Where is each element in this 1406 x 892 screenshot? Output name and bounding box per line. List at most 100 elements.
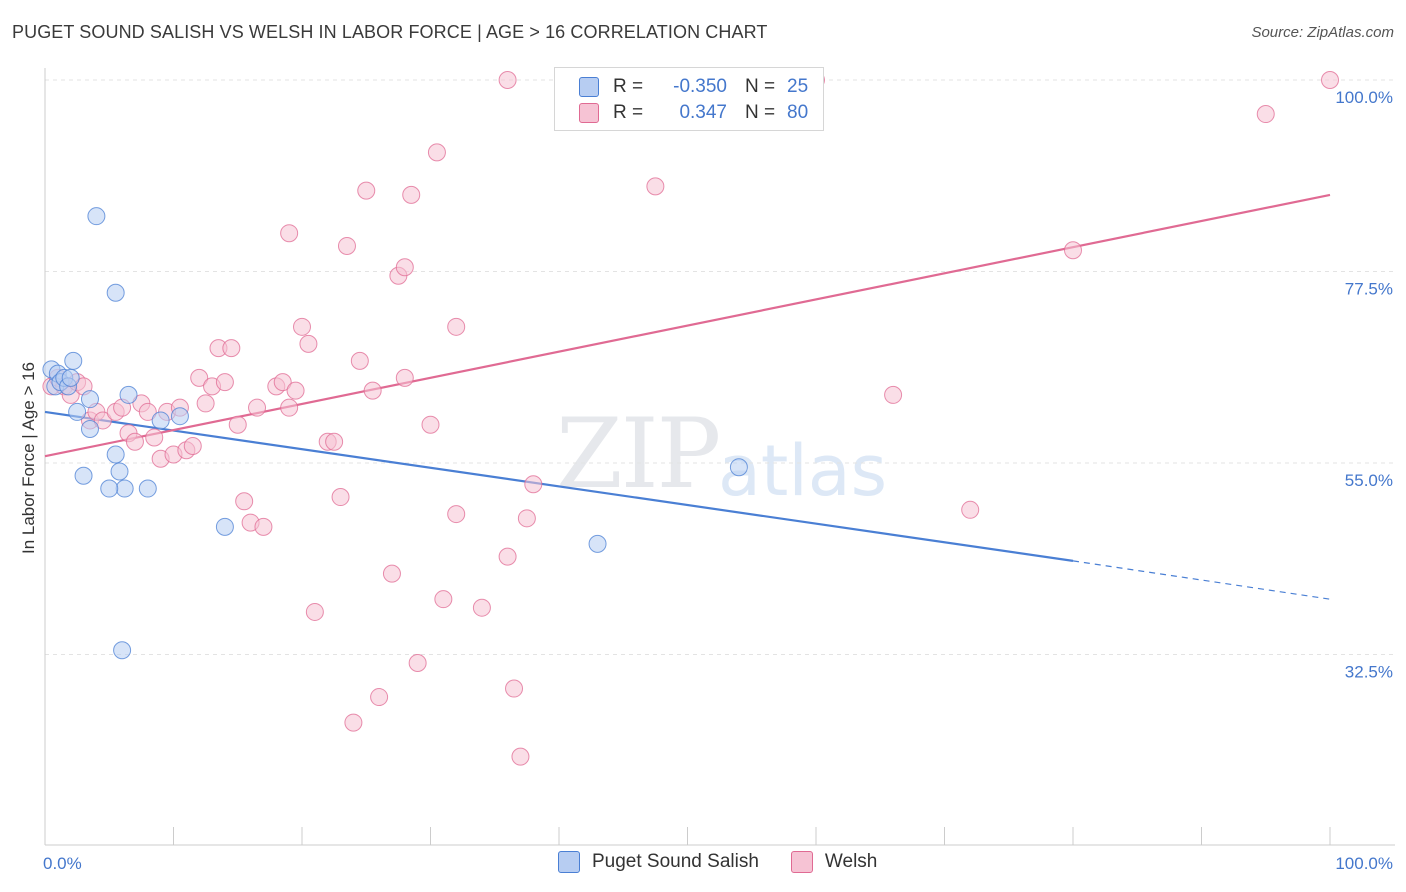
point-salish xyxy=(80,390,99,409)
point-welsh xyxy=(1064,241,1082,260)
point-welsh xyxy=(505,679,524,698)
tick-labels: 32.5% 55.0% 77.5% 100.0% 0.0% 100.0% xyxy=(43,88,1393,873)
point-welsh xyxy=(325,432,344,451)
point-salish xyxy=(138,479,157,498)
point-salish xyxy=(61,368,80,387)
point-welsh xyxy=(447,505,466,524)
point-salish xyxy=(588,534,607,553)
point-welsh xyxy=(646,177,665,196)
point-welsh xyxy=(498,547,517,566)
point-welsh xyxy=(350,351,369,370)
point-welsh xyxy=(511,747,530,766)
legend-n-label: N = xyxy=(745,102,776,123)
point-welsh xyxy=(524,475,543,494)
point-salish xyxy=(106,445,125,464)
point-welsh xyxy=(228,415,247,434)
y-axis-title: In Labor Force | Age > 16 xyxy=(19,362,38,554)
axes xyxy=(44,68,1395,846)
point-salish xyxy=(110,462,129,481)
point-salish xyxy=(74,466,93,485)
point-welsh xyxy=(447,317,466,336)
point-salish xyxy=(215,517,234,536)
point-salish xyxy=(87,207,106,226)
point-welsh xyxy=(408,654,427,673)
point-welsh xyxy=(427,143,446,162)
point-welsh xyxy=(280,398,299,417)
point-welsh xyxy=(248,398,267,417)
x-tick-label-min: 0.0% xyxy=(43,854,82,873)
y-tick-label: 55.0% xyxy=(1345,471,1393,490)
point-welsh xyxy=(280,224,299,243)
point-welsh xyxy=(299,334,318,353)
point-salish xyxy=(80,419,99,438)
point-welsh xyxy=(517,509,536,528)
point-welsh xyxy=(293,317,311,336)
point-welsh xyxy=(196,394,215,413)
point-salish xyxy=(170,407,189,426)
x-tick-label-max: 100.0% xyxy=(1335,854,1393,873)
bottom-legend-label-welsh: Welsh xyxy=(824,851,878,872)
data-points xyxy=(42,71,1339,766)
point-welsh xyxy=(190,368,209,387)
y-tick-label: 100.0% xyxy=(1335,88,1393,107)
point-welsh xyxy=(1256,105,1275,124)
point-salish xyxy=(151,411,170,430)
bottom-legend-label-salish: Puget Sound Salish xyxy=(592,851,759,872)
point-salish xyxy=(115,479,134,498)
legend-n-value: 80 xyxy=(787,102,809,123)
point-welsh xyxy=(145,428,164,447)
point-welsh xyxy=(93,411,112,430)
trend-lines xyxy=(44,193,1331,600)
legend-n-label: N = xyxy=(745,76,776,97)
point-welsh xyxy=(125,432,144,451)
point-welsh xyxy=(884,385,903,404)
point-welsh xyxy=(337,236,356,255)
y-tick-label: 77.5% xyxy=(1345,280,1393,299)
legend-swatch-salish xyxy=(579,77,599,97)
point-welsh xyxy=(215,373,234,392)
point-salish xyxy=(113,641,132,660)
point-welsh xyxy=(286,381,305,400)
bottom-legend-swatch-salish xyxy=(558,851,580,873)
legend-n-value: 25 xyxy=(787,76,809,97)
point-welsh xyxy=(331,488,350,507)
bottom-legend-welsh[interactable]: Welsh xyxy=(790,851,878,873)
bottom-legend-salish[interactable]: Puget Sound Salish xyxy=(558,851,759,873)
legend-r-value: 0.347 xyxy=(679,102,727,123)
point-welsh xyxy=(222,339,241,358)
y-tick-label: 32.5% xyxy=(1345,663,1393,682)
point-welsh xyxy=(363,381,382,400)
point-welsh xyxy=(305,602,324,621)
point-salish xyxy=(64,351,83,370)
watermark-zip: ZIP xyxy=(556,398,721,510)
point-welsh xyxy=(344,713,363,732)
legend-box: R = -0.350 N = 25 R = 0.347 N = 80 xyxy=(554,67,824,131)
point-welsh xyxy=(273,373,292,392)
point-welsh xyxy=(498,71,517,89)
point-salish xyxy=(68,402,87,421)
point-salish xyxy=(729,458,748,477)
point-salish xyxy=(106,283,125,302)
legend-r-label: R = xyxy=(613,76,644,97)
point-welsh xyxy=(370,688,389,707)
source-label: Source: ZipAtlas.com xyxy=(1251,24,1394,41)
legend-row-welsh: R = 0.347 N = 80 xyxy=(579,100,808,126)
point-salish xyxy=(100,479,119,498)
point-welsh xyxy=(395,368,414,387)
chart-title: PUGET SOUND SALISH VS WELSH IN LABOR FOR… xyxy=(12,22,768,42)
grid-lines xyxy=(45,79,1395,655)
point-welsh xyxy=(357,181,376,200)
bottom-legend: Puget Sound Salish Welsh xyxy=(558,851,909,873)
bottom-legend-swatch-welsh xyxy=(790,851,813,873)
trend-line-salish-extension xyxy=(1072,560,1331,600)
point-welsh xyxy=(235,492,254,511)
trend-line-salish xyxy=(44,410,1074,562)
point-welsh xyxy=(395,258,414,277)
point-salish xyxy=(119,385,138,404)
point-welsh xyxy=(421,415,440,434)
point-welsh xyxy=(382,564,401,583)
legend-r-value: -0.350 xyxy=(673,76,727,97)
point-welsh xyxy=(472,598,491,617)
point-welsh xyxy=(138,402,157,421)
